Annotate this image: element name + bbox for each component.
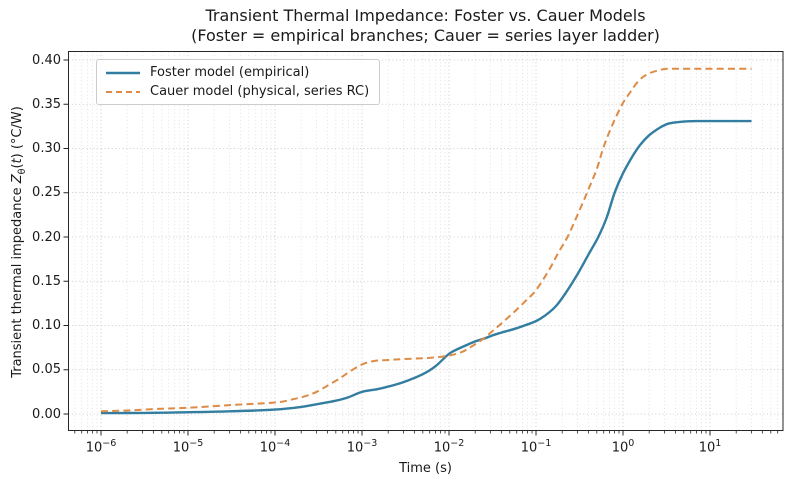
y-tick-label: 0.10 bbox=[32, 318, 61, 333]
x-tick-label: 10−3 bbox=[346, 438, 378, 456]
chart-title-line2: (Foster = empirical branches; Cauer = se… bbox=[191, 26, 660, 45]
y-axis-label-paren: ( bbox=[10, 163, 26, 169]
y-tick-label: 0.40 bbox=[32, 52, 61, 68]
foster-curve bbox=[100, 119, 752, 415]
y-tick-label: 0.20 bbox=[32, 229, 61, 245]
y-tick-label: 0.05 bbox=[32, 362, 61, 378]
y-axis-label-units: ) (°C/W) bbox=[10, 106, 26, 159]
legend-label-cauer: Cauer model (physical, series RC) bbox=[150, 84, 370, 99]
x-tick-label: 100 bbox=[611, 438, 635, 456]
x-tick-label: 10−1 bbox=[520, 438, 552, 456]
x-tick-label: 10−4 bbox=[259, 438, 291, 456]
x-axis-label: Time (s) bbox=[399, 461, 452, 476]
foster-line-swatch bbox=[106, 71, 140, 74]
chart-title-line1: Transient Thermal Impedance: Foster vs. … bbox=[205, 6, 646, 25]
y-axis-label-text: Transient thermal impedance bbox=[10, 183, 26, 378]
chart-title: Transient Thermal Impedance: Foster vs. … bbox=[68, 6, 783, 46]
cauer-curve bbox=[100, 67, 752, 413]
y-axis-label: Transient thermal impedance Zθ(t) (°C/W) bbox=[10, 106, 28, 378]
legend-item-cauer: Cauer model (physical, series RC) bbox=[105, 84, 369, 99]
x-tick-label: 101 bbox=[698, 438, 722, 456]
legend-label-foster: Foster model (empirical) bbox=[150, 65, 310, 80]
y-axis-label-subscript: θ bbox=[16, 168, 28, 175]
y-axis-label-symbol: Z bbox=[10, 174, 26, 184]
y-axis-label-tvar: t bbox=[10, 158, 26, 164]
y-tick-label: 0.35 bbox=[32, 96, 61, 112]
x-tick-label: 10−6 bbox=[85, 438, 117, 456]
y-tick-label: 0.00 bbox=[32, 406, 61, 422]
y-tick-label: 0.25 bbox=[32, 185, 61, 201]
y-tick-label: 0.15 bbox=[32, 273, 61, 289]
axes-spines bbox=[68, 51, 784, 431]
x-tick-label: 10−2 bbox=[433, 438, 465, 456]
cauer-line-swatch bbox=[106, 90, 140, 93]
legend: Foster model (empirical) Cauer model (ph… bbox=[96, 59, 381, 105]
legend-item-foster: Foster model (empirical) bbox=[105, 65, 369, 80]
y-tick-label: 0.30 bbox=[32, 141, 61, 156]
x-tick-label: 10−5 bbox=[172, 438, 204, 456]
